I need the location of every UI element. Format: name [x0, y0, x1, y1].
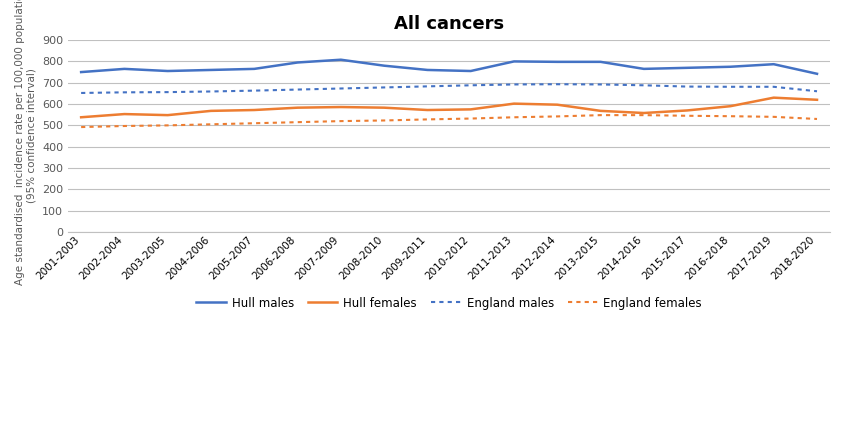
England males: [681, 84, 691, 89]
Hull males: [292, 60, 302, 65]
Hull females: [335, 104, 345, 109]
Y-axis label: Age standardised  incidence rate per 100,000 population
(95% confidence interval: Age standardised incidence rate per 100,…: [15, 0, 36, 285]
Hull males: [681, 65, 691, 70]
England males: [76, 90, 86, 95]
Hull females: [206, 108, 216, 113]
Hull females: [811, 97, 821, 102]
Hull females: [119, 112, 129, 117]
Hull males: [379, 63, 389, 68]
Hull males: [638, 66, 648, 72]
Hull females: [292, 105, 302, 110]
England males: [292, 87, 302, 92]
England females: [379, 118, 389, 123]
England males: [162, 89, 172, 95]
Title: All cancers: All cancers: [393, 15, 504, 33]
England males: [465, 83, 475, 88]
England females: [638, 112, 648, 118]
England females: [249, 121, 259, 126]
Hull females: [768, 95, 778, 100]
England females: [422, 117, 432, 122]
Hull males: [811, 71, 821, 76]
England males: [249, 88, 259, 93]
England males: [552, 82, 562, 87]
England males: [379, 85, 389, 90]
England females: [681, 113, 691, 118]
Line: Hull males: Hull males: [81, 60, 816, 74]
England males: [595, 82, 605, 87]
England males: [335, 86, 345, 91]
Hull males: [206, 67, 216, 72]
Hull males: [465, 69, 475, 74]
Hull females: [552, 102, 562, 107]
England males: [724, 84, 734, 89]
England females: [119, 124, 129, 129]
Hull females: [249, 107, 259, 112]
Hull males: [724, 64, 734, 69]
England males: [422, 84, 432, 89]
England females: [76, 124, 86, 130]
Hull females: [162, 112, 172, 118]
England males: [811, 89, 821, 94]
England females: [595, 112, 605, 118]
England males: [638, 83, 648, 88]
England males: [768, 84, 778, 89]
Hull females: [422, 107, 432, 112]
Line: England males: England males: [81, 84, 816, 93]
Hull females: [724, 104, 734, 109]
England females: [768, 114, 778, 119]
Hull females: [465, 107, 475, 112]
England males: [508, 82, 518, 87]
England females: [724, 114, 734, 119]
Hull males: [162, 69, 172, 74]
Hull males: [119, 66, 129, 72]
Hull males: [508, 59, 518, 64]
Hull males: [335, 57, 345, 62]
England females: [508, 115, 518, 120]
Line: England females: England females: [81, 115, 816, 127]
Hull males: [595, 59, 605, 64]
England females: [465, 116, 475, 121]
England males: [119, 90, 129, 95]
Hull males: [76, 69, 86, 75]
Hull females: [76, 115, 86, 120]
England males: [206, 89, 216, 94]
Hull females: [638, 110, 648, 115]
England females: [811, 116, 821, 121]
England females: [162, 123, 172, 128]
England females: [552, 114, 562, 119]
Hull females: [595, 108, 605, 113]
England females: [206, 122, 216, 127]
Hull females: [379, 105, 389, 110]
England females: [335, 118, 345, 124]
Legend: Hull males, Hull females, England males, England females: Hull males, Hull females, England males,…: [191, 292, 706, 314]
England females: [292, 120, 302, 125]
Hull males: [249, 66, 259, 72]
Hull males: [768, 62, 778, 67]
Hull males: [552, 59, 562, 64]
Hull females: [508, 101, 518, 106]
Line: Hull females: Hull females: [81, 98, 816, 117]
Hull females: [681, 108, 691, 113]
Hull males: [422, 67, 432, 72]
